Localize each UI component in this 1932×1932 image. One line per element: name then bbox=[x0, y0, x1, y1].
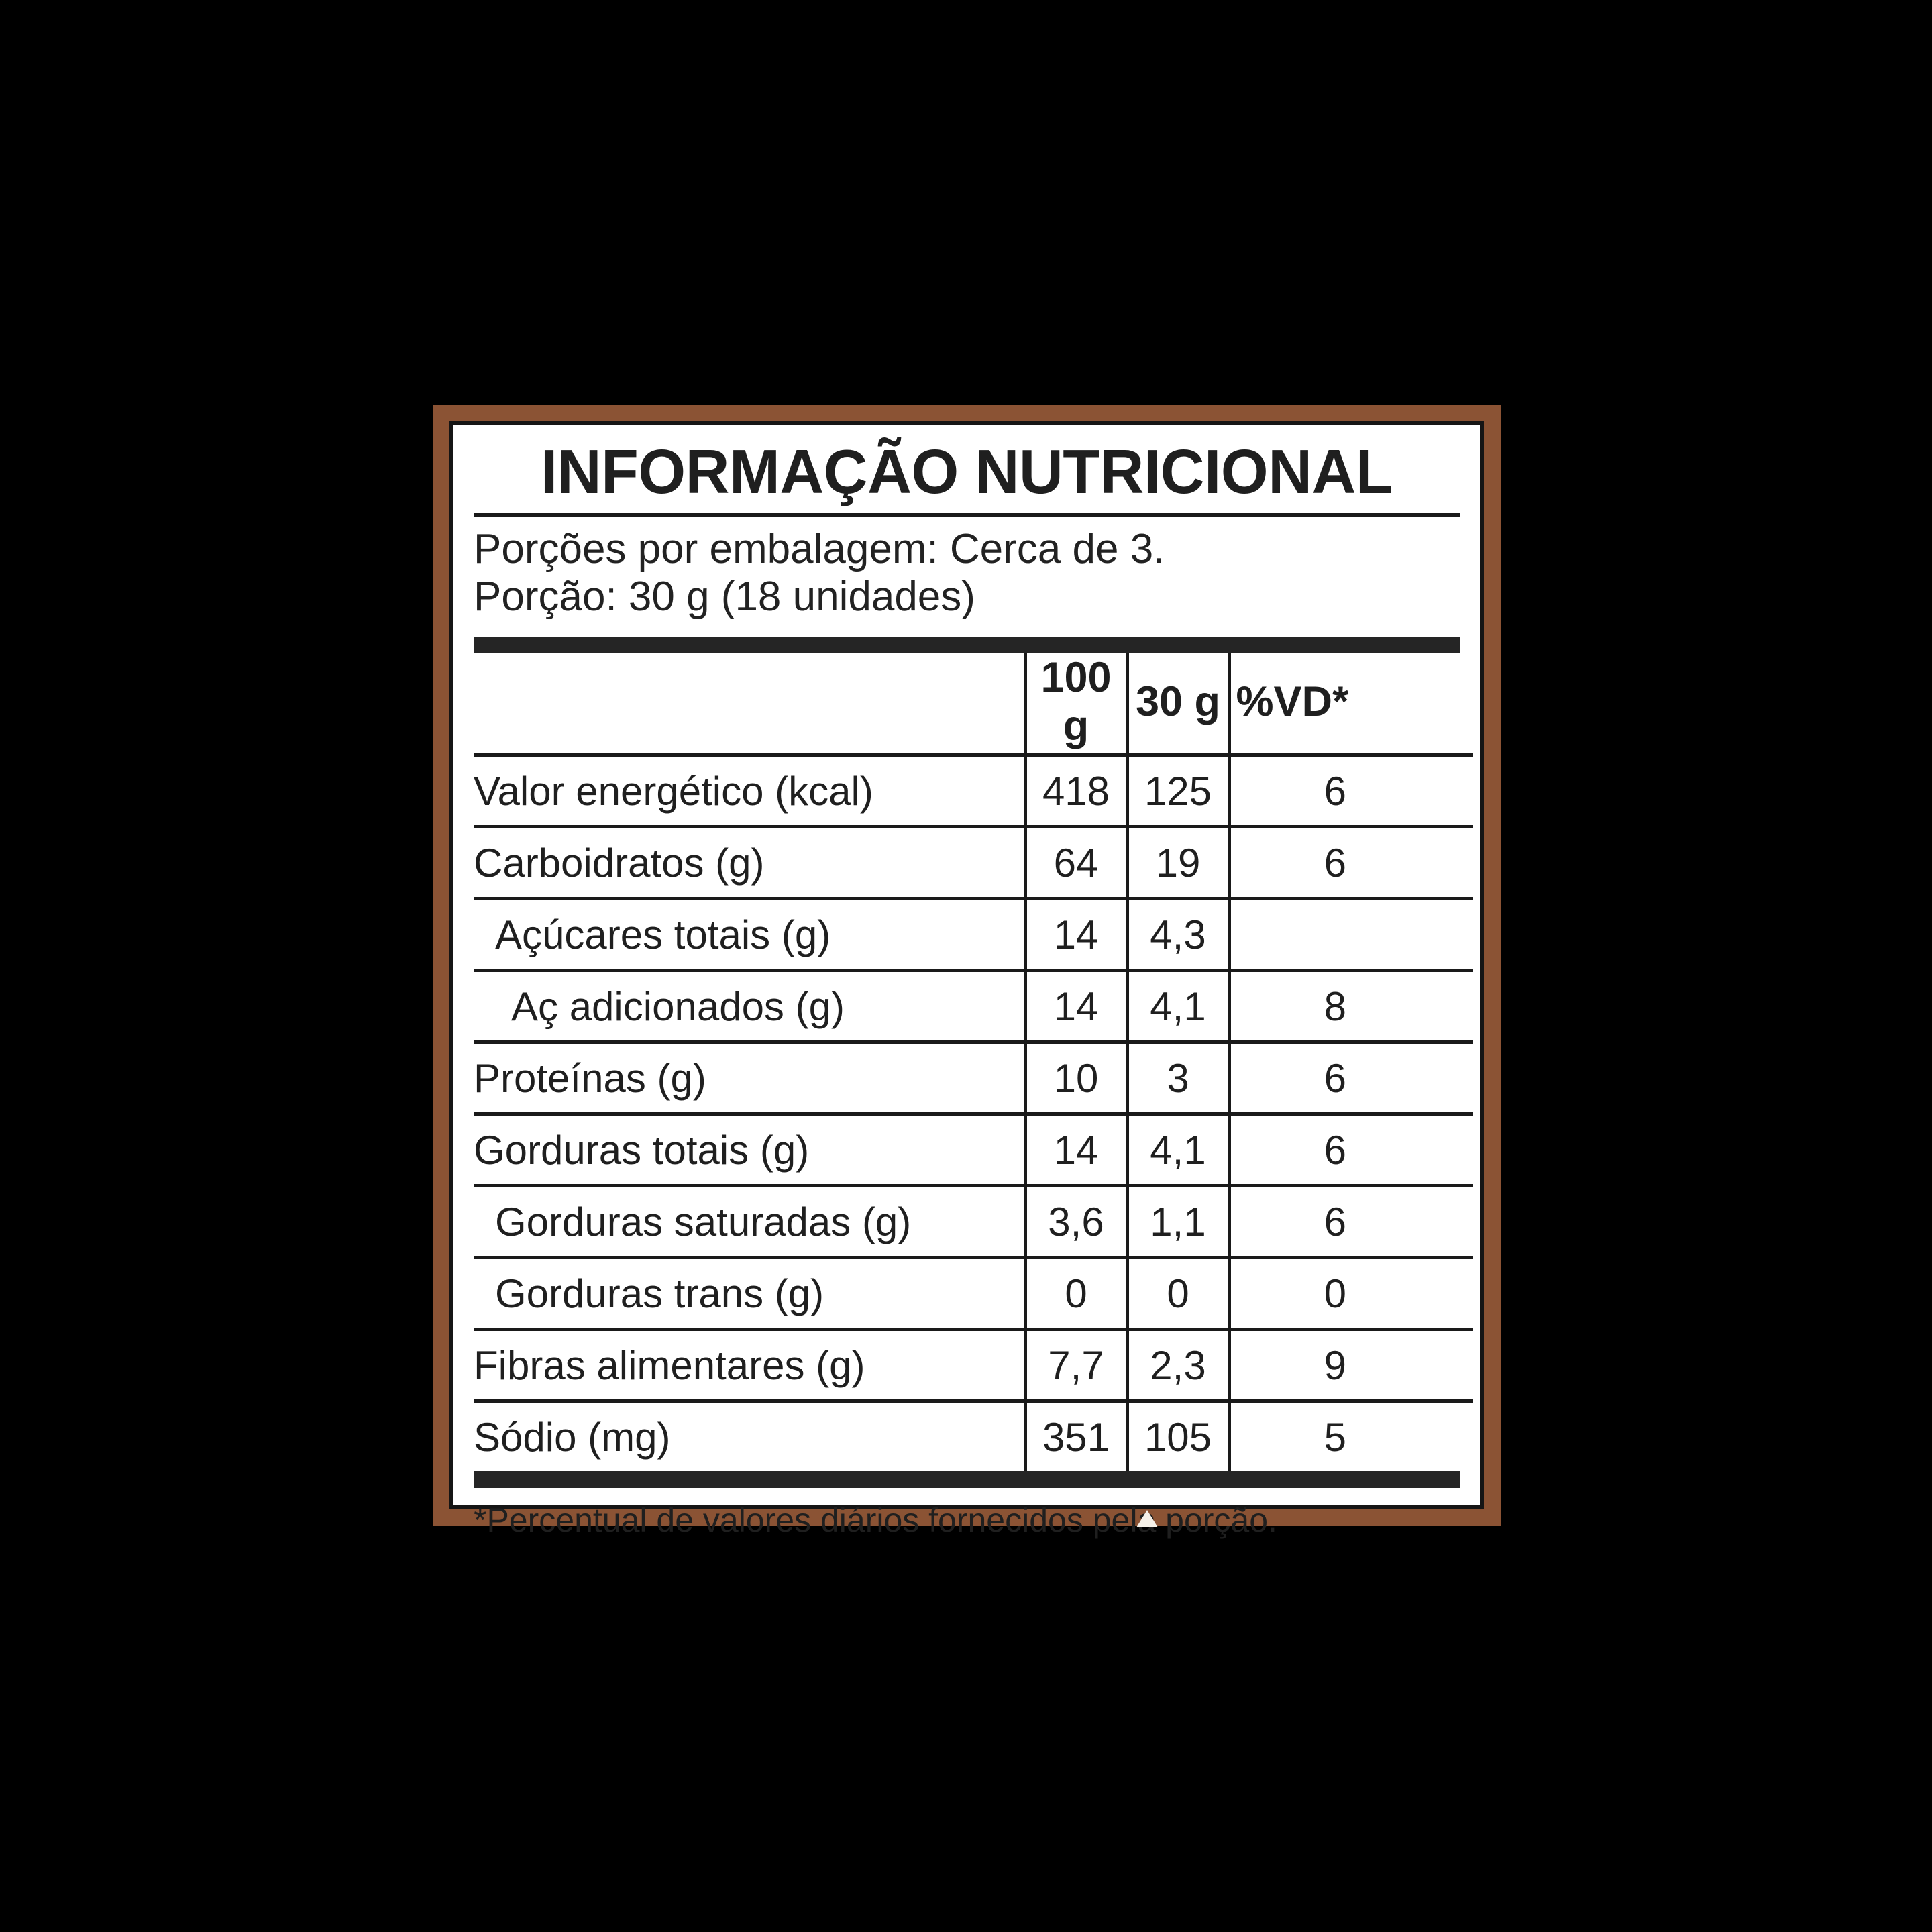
nutrition-label-frame: INFORMAÇÃO NUTRICIONAL Porções por embal… bbox=[433, 405, 1501, 1539]
column-header-nutrient bbox=[474, 653, 1025, 757]
table-row: Valor energético (kcal) 418 125 6 bbox=[474, 755, 1473, 829]
nutrition-label-title: INFORMAÇÃO NUTRICIONAL bbox=[540, 437, 1393, 506]
value-100g-cell: 10 bbox=[1023, 1042, 1127, 1116]
value-100g-cell: 418 bbox=[1023, 755, 1127, 829]
value-percent-vd-cell: 0 bbox=[1227, 1257, 1473, 1332]
value-percent-vd-cell: 9 bbox=[1227, 1329, 1473, 1403]
table-row: Açúcares totais (g) 14 4,3 bbox=[474, 898, 1473, 973]
value-30g-cell: 4,3 bbox=[1125, 898, 1229, 973]
value-percent-vd-cell: 6 bbox=[1227, 1114, 1473, 1188]
frame-bottom-notch-marker bbox=[1136, 1510, 1158, 1527]
value-percent-vd-cell: 6 bbox=[1227, 826, 1473, 901]
value-100g-cell: 14 bbox=[1023, 898, 1127, 973]
table-row: Gorduras saturadas (g) 3,6 1,1 6 bbox=[474, 1185, 1473, 1260]
nutrient-name-cell: Açúcares totais (g) bbox=[474, 898, 1025, 973]
nutrient-name-cell: Fibras alimentares (g) bbox=[474, 1329, 1025, 1403]
value-percent-vd-cell: 6 bbox=[1227, 1185, 1473, 1260]
value-30g-cell: 125 bbox=[1125, 755, 1229, 829]
serving-table-divider-rule bbox=[474, 637, 1460, 654]
value-100g-cell: 7,7 bbox=[1023, 1329, 1127, 1403]
nutrient-name-cell: Valor energético (kcal) bbox=[474, 755, 1025, 829]
value-100g-cell: 14 bbox=[1023, 970, 1127, 1044]
value-30g-cell: 105 bbox=[1125, 1401, 1229, 1472]
value-percent-vd-cell: 6 bbox=[1227, 1042, 1473, 1116]
column-header-100g: 100 g bbox=[1023, 653, 1127, 757]
value-100g-cell: 3,6 bbox=[1023, 1185, 1127, 1260]
nutrient-name-cell: Aç adicionados (g) bbox=[474, 970, 1025, 1044]
table-row: Carboidratos (g) 64 19 6 bbox=[474, 826, 1473, 901]
value-100g-cell: 351 bbox=[1023, 1401, 1127, 1472]
value-percent-vd-cell: 5 bbox=[1227, 1401, 1473, 1472]
nutrient-name-cell: Sódio (mg) bbox=[474, 1414, 671, 1460]
table-row: Aç adicionados (g) 14 4,1 8 bbox=[474, 970, 1473, 1044]
table-row: Gorduras totais (g) 14 4,1 6 bbox=[474, 1114, 1473, 1188]
table-footnote-divider-rule bbox=[474, 1471, 1460, 1489]
column-header-percent-vd: %VD* bbox=[1227, 653, 1473, 757]
value-30g-cell: 4,1 bbox=[1125, 1114, 1229, 1188]
value-30g-cell: 2,3 bbox=[1125, 1329, 1229, 1403]
table-header-row: 100 g 30 g %VD* bbox=[474, 653, 1473, 757]
title-divider-rule bbox=[474, 513, 1460, 517]
servings-per-package-text: Porções por embalagem: Cerca de 3. bbox=[474, 525, 1165, 572]
serving-size-text: Porção: 30 g (18 unidades) bbox=[474, 573, 975, 620]
value-100g-cell: 64 bbox=[1023, 826, 1127, 901]
value-100g-cell: 14 bbox=[1023, 1114, 1127, 1188]
value-percent-vd-cell: 6 bbox=[1227, 755, 1473, 829]
percent-vd-footnote: *Percentual de valores diários fornecido… bbox=[474, 1501, 1277, 1540]
nutrition-facts-table: 100 g 30 g %VD* Valor energético (kcal) 4… bbox=[474, 653, 1473, 1472]
nutrient-name-cell: Gorduras trans (g) bbox=[474, 1257, 1025, 1332]
value-30g-cell: 19 bbox=[1125, 826, 1229, 901]
table-row: Proteínas (g) 10 3 6 bbox=[474, 1042, 1473, 1116]
nutrient-name-cell: Proteínas (g) bbox=[474, 1042, 1025, 1116]
nutrition-table-header: 100 g 30 g %VD* bbox=[474, 653, 1473, 757]
value-100g-cell: 0 bbox=[1023, 1257, 1127, 1332]
value-30g-cell: 0 bbox=[1125, 1257, 1229, 1332]
table-row: Gorduras trans (g) 0 0 0 bbox=[474, 1257, 1473, 1332]
value-30g-cell: 3 bbox=[1125, 1042, 1229, 1116]
value-percent-vd-cell: 8 bbox=[1227, 970, 1473, 1044]
nutrition-label-panel: INFORMAÇÃO NUTRICIONAL Porções por embal… bbox=[449, 421, 1484, 1539]
nutrient-name-cell: Gorduras totais (g) bbox=[474, 1114, 1025, 1188]
serving-info-block: Porções por embalagem: Cerca de 3. Porçã… bbox=[474, 517, 1460, 627]
table-row: Sódio (mg) 351 105 5 bbox=[474, 1401, 1473, 1472]
value-30g-cell: 4,1 bbox=[1125, 970, 1229, 1044]
table-row: Fibras alimentares (g) 7,7 2,3 9 bbox=[474, 1329, 1473, 1403]
value-30g-cell: 1,1 bbox=[1125, 1185, 1229, 1260]
nutrient-name-cell: Carboidratos (g) bbox=[474, 826, 1025, 901]
value-percent-vd-cell bbox=[1227, 898, 1473, 973]
nutrient-name-cell: Gorduras saturadas (g) bbox=[474, 1185, 1025, 1260]
column-header-30g: 30 g bbox=[1125, 653, 1229, 757]
nutrition-table-body: Valor energético (kcal) 418 125 6 Carboidrat… bbox=[474, 755, 1473, 1472]
